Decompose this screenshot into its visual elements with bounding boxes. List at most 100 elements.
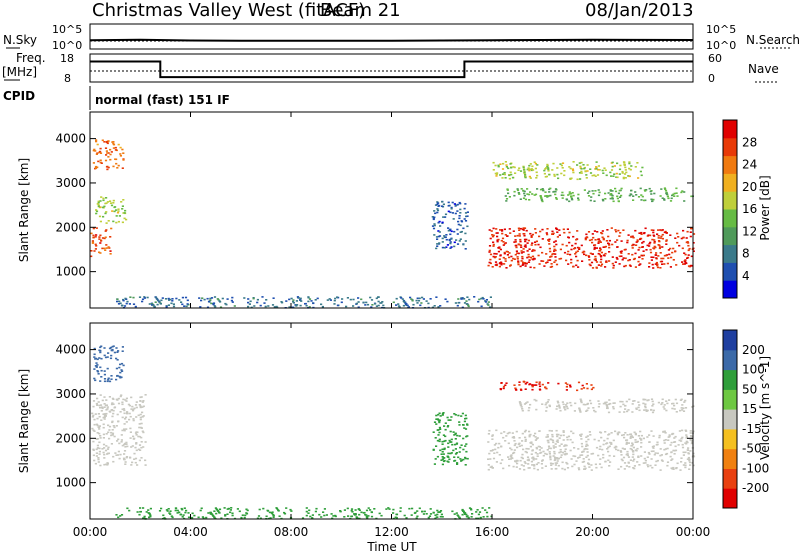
data-cell-diagonal: [436, 201, 439, 203]
data-cell-evening-main: [491, 467, 494, 469]
data-cell-early-ground: [134, 446, 137, 449]
data-cell-evening-main: [650, 259, 653, 261]
data-cell-diagonal: [465, 443, 468, 445]
data-cell-evening-3300: [529, 177, 532, 179]
data-cell-night-low: [197, 516, 200, 519]
data-cell-evening-main: [608, 260, 611, 262]
data-cell-evening-main: [663, 439, 666, 442]
data-cell-diagonal: [460, 444, 463, 446]
data-cell-evening-2700: [671, 407, 674, 410]
data-cell-evening-3300: [499, 163, 502, 165]
data-cell-evening-main: [521, 255, 524, 258]
data-cell-night-low: [211, 513, 214, 516]
data-cell-evening-2700: [513, 194, 516, 197]
data-cell-early-high: [119, 155, 122, 157]
data-cell-diagonal: [451, 201, 454, 204]
data-cell-evening-main: [549, 456, 552, 459]
data-cell-night-low: [183, 305, 186, 307]
data-cell-early-high: [93, 353, 96, 356]
data-cell-evening-main: [553, 248, 556, 251]
data-cell-night-low: [429, 298, 432, 300]
data-cell-evening-2700: [574, 402, 577, 405]
data-cell-evening-main: [638, 264, 641, 266]
data-cell-diagonal: [454, 448, 457, 450]
y-tick-label: 1000: [55, 265, 86, 279]
colorbar-tick-label: 8: [742, 247, 750, 261]
data-cell-evening-main: [524, 438, 527, 441]
data-cell-evening-main: [508, 432, 511, 434]
data-cell-evening-2700: [634, 191, 637, 193]
data-cell-evening-3300: [522, 166, 525, 169]
data-cell-evening-main: [509, 264, 512, 266]
data-cell-evening-2700: [679, 399, 682, 401]
data-cell-night-low: [263, 302, 266, 304]
colorbar-swatch: [723, 409, 737, 430]
data-cell-night-low: [244, 514, 247, 517]
data-cell-early-high: [103, 347, 106, 349]
data-cell-early-ground: [138, 435, 141, 438]
data-cell-evening-main: [654, 263, 657, 265]
data-cell-early-high: [113, 351, 116, 354]
data-cell-night-low: [375, 305, 378, 307]
data-cell-evening-main: [566, 463, 569, 465]
data-cell-night-low: [193, 514, 196, 517]
data-cell-evening-main: [523, 461, 526, 463]
data-cell-evening-3300: [529, 163, 532, 165]
data-cell-evening-main: [521, 261, 525, 264]
data-cell-early-ground: [98, 453, 101, 455]
data-cell-night-low: [122, 298, 125, 301]
y-tick-label: 3000: [55, 176, 86, 190]
data-cell-evening-main: [575, 460, 578, 462]
data-cell-early-ground: [95, 402, 98, 405]
data-cell-evening-main: [534, 232, 537, 234]
data-cell-night-low: [467, 305, 470, 308]
data-cell-early-ground: [125, 397, 128, 400]
data-cell-early-ground: [131, 461, 134, 464]
data-cell-evening-main: [626, 241, 629, 244]
data-cell-evening-3300: [612, 175, 615, 177]
data-cell-evening-main: [580, 244, 583, 247]
data-cell-evening-main: [591, 253, 594, 255]
data-cell-early-ground: [123, 453, 126, 455]
data-cell-night-low: [427, 516, 430, 519]
data-cell-night-low: [423, 510, 426, 513]
data-cell-evening-main: [519, 240, 522, 243]
data-cell-evening-main: [512, 465, 515, 468]
data-cell-night-low: [271, 512, 274, 515]
data-cell-evening-main: [528, 434, 531, 437]
data-cell-evening-2700: [559, 409, 562, 412]
data-cell-evening-main: [541, 228, 544, 231]
colorbar-frame: [722, 329, 738, 509]
data-cell-night-low: [329, 299, 332, 301]
data-cell-evening-main: [663, 231, 666, 234]
colorbar-swatch: [723, 468, 737, 489]
data-cell-evening-3300: [504, 161, 507, 163]
data-cell-early-ground: [103, 457, 106, 459]
data-cell-evening-2700: [644, 403, 647, 405]
data-cell-evening-3300: [494, 172, 497, 175]
data-cell-evening-main: [595, 261, 599, 263]
data-cell-evening-2700: [657, 401, 660, 404]
data-cell-evening-main: [661, 263, 664, 265]
data-cell-evening-2700: [663, 198, 666, 200]
data-cell-night-low: [435, 516, 438, 518]
data-cell-early-ground: [131, 405, 134, 408]
colorbar-tick-label: -200: [742, 481, 769, 495]
data-cell-evening-main: [603, 439, 606, 442]
data-cell-evening-main: [521, 440, 524, 442]
data-cell-early-ground: [140, 441, 143, 443]
data-cell-night-low: [299, 297, 302, 300]
data-cell-evening-main: [688, 459, 691, 462]
data-cell-evening-2700: [619, 400, 622, 403]
data-cell-evening-main: [652, 229, 655, 232]
data-cell-evening-2700: [618, 189, 621, 192]
data-cell-evening-2700: [573, 410, 576, 412]
data-cell-evening-main: [568, 231, 571, 234]
data-cell-diagonal: [446, 416, 449, 419]
data-cell-evening-2700: [585, 410, 588, 412]
data-cell-night-low: [399, 296, 402, 298]
data-cell-early-high: [106, 152, 109, 154]
data-cell-early-low: [92, 236, 95, 239]
data-cell-evening-main: [601, 232, 604, 235]
data-cell-diagonal: [437, 429, 440, 431]
